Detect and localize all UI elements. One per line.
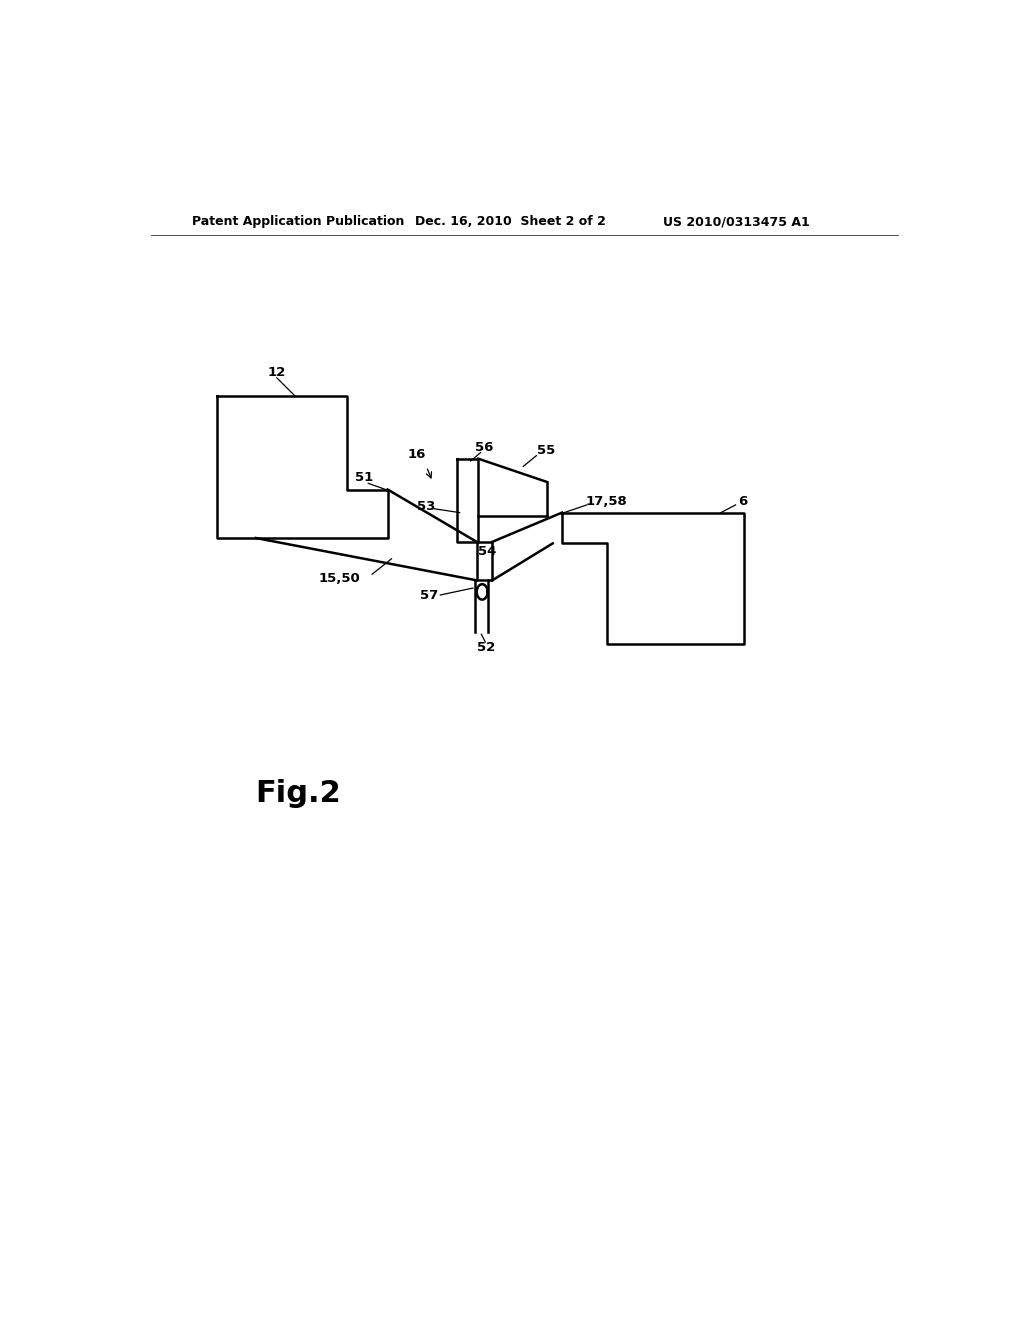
- Text: 54: 54: [477, 545, 496, 557]
- Text: 17,58: 17,58: [586, 495, 627, 508]
- Text: Fig.2: Fig.2: [256, 779, 341, 808]
- Text: Patent Application Publication: Patent Application Publication: [191, 215, 403, 228]
- Text: Dec. 16, 2010  Sheet 2 of 2: Dec. 16, 2010 Sheet 2 of 2: [415, 215, 605, 228]
- Text: 52: 52: [477, 640, 496, 653]
- Text: 55: 55: [538, 445, 556, 458]
- Text: 16: 16: [408, 449, 426, 462]
- Text: 53: 53: [417, 500, 435, 513]
- Text: 12: 12: [267, 366, 286, 379]
- Text: US 2010/0313475 A1: US 2010/0313475 A1: [663, 215, 810, 228]
- Text: 56: 56: [474, 441, 493, 454]
- Text: 51: 51: [355, 471, 374, 484]
- Text: 15,50: 15,50: [318, 572, 360, 585]
- Text: 57: 57: [420, 589, 438, 602]
- Text: 6: 6: [738, 495, 748, 508]
